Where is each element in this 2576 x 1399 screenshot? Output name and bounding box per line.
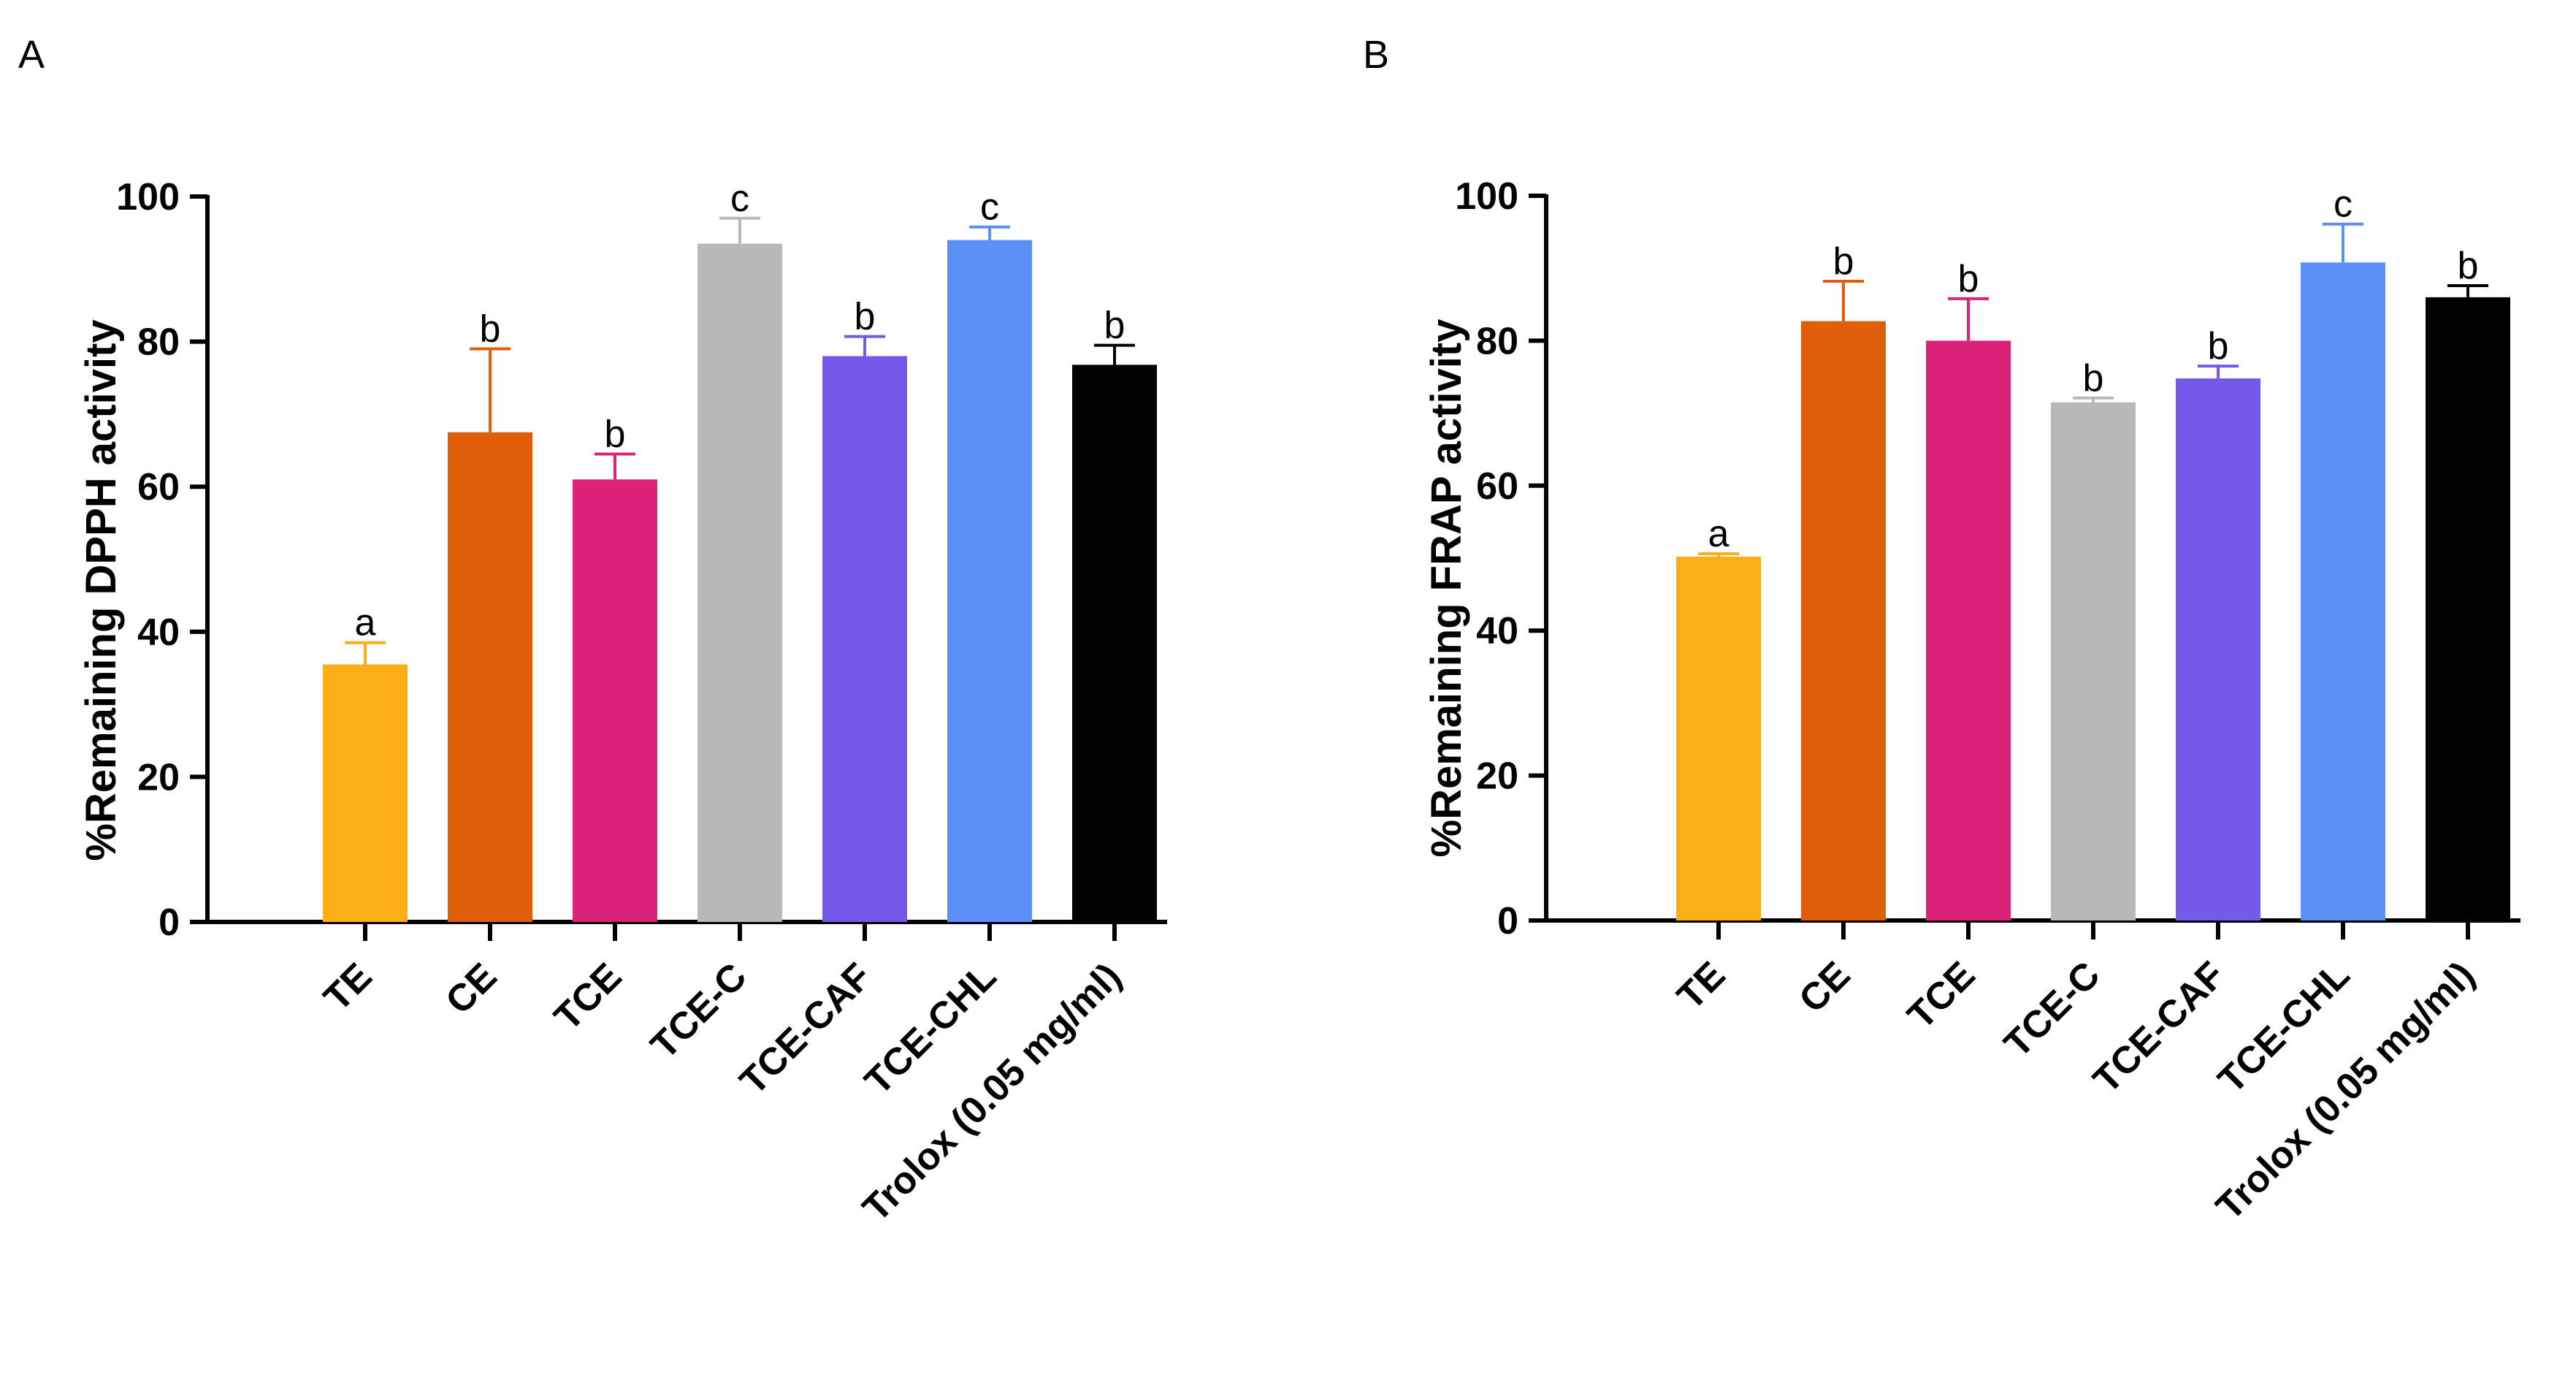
panel-a-bar — [448, 432, 532, 922]
panel-a-y-tick-label: 60 — [137, 466, 180, 508]
panel-b-significance-letter: b — [2458, 245, 2479, 287]
panel-a-bar — [822, 356, 907, 923]
panel-b-y-tick-label: 100 — [1455, 175, 1518, 218]
panel-b-bar — [2301, 262, 2385, 920]
panel-b-x-tick-label: TE — [1669, 953, 1733, 1018]
panel-a-y-tick-label: 0 — [158, 901, 180, 944]
panel-a-significance-letter: b — [480, 308, 501, 351]
panel-a-x-tick-label: TCE-C — [643, 955, 754, 1067]
panel-a-letter: A — [18, 33, 45, 77]
panel-b-letter: B — [1363, 33, 1389, 77]
panel-b: B %Remaining FRAP activity 0 20 40 60 80 100 a… — [1363, 33, 2520, 1229]
panel-b-y-tick-label: 20 — [1476, 755, 1518, 798]
panel-a-significance-letter: c — [980, 186, 999, 229]
panel-b-y-tick-label: 60 — [1476, 465, 1518, 508]
panel-a-bar — [697, 243, 782, 922]
panel-b-y-tick-label: 40 — [1476, 610, 1518, 652]
panel-a: A %Remaining DPPH activity 0 20 40 60 80 100 a… — [18, 33, 1167, 1230]
panel-b-significance-letter: b — [2208, 325, 2229, 367]
panel-b-bar — [2176, 378, 2260, 920]
panel-a-significance-letter: b — [1104, 305, 1125, 347]
panel-a-significance-letter: c — [730, 178, 749, 220]
panel-b-significance-letter: a — [1708, 513, 1730, 555]
panel-b-y-tick-label: 0 — [1497, 900, 1518, 942]
panel-b-significance-letter: b — [2083, 357, 2104, 400]
panel-a-significance-letter: b — [855, 296, 876, 338]
panel-a-x-tick-label: CE — [437, 955, 505, 1022]
panel-b-bar — [1676, 557, 1761, 920]
panel-a-y-tick-label: 100 — [116, 176, 180, 218]
panel-b-x-tick-label: TCE-CAF — [2085, 953, 2233, 1101]
panel-b-significance-letter: b — [1833, 240, 1854, 283]
panel-a-significance-letter: a — [355, 602, 376, 644]
panel-b-x-tick-label: TCE-C — [1996, 953, 2108, 1065]
panel-a-bar — [323, 664, 408, 922]
panel-a-y-tick-label: 20 — [137, 756, 180, 798]
panel-b-bar — [2426, 297, 2510, 920]
panel-b-bar — [1801, 321, 1886, 921]
panel-b-bar — [1926, 340, 2011, 920]
panel-a-bar — [947, 240, 1032, 923]
panel-a-y-axis-label: %Remaining DPPH activity — [77, 319, 125, 861]
panel-b-y-tick-label: 80 — [1476, 320, 1518, 362]
panel-b-x-tick-label: TCE — [1900, 953, 1984, 1037]
panel-a-significance-letter: b — [605, 413, 626, 456]
panel-a-y-tick-label: 80 — [137, 321, 180, 364]
panel-b-y-axis-label: %Remaining FRAP activity — [1423, 319, 1470, 857]
panel-a-bar — [573, 479, 657, 922]
panel-a-x-tick-label: TE — [316, 955, 380, 1019]
panel-a-y-tick-label: 40 — [137, 611, 180, 654]
panel-a-x-tick-label: TCE — [546, 955, 630, 1039]
panel-b-x-tick-label: CE — [1791, 953, 1858, 1021]
panel-b-bar — [2051, 402, 2136, 920]
panel-a-x-tick-label: TCE-CAF — [732, 955, 879, 1102]
panel-b-significance-letter: b — [1958, 258, 1979, 300]
panel-b-significance-letter: c — [2334, 183, 2353, 226]
panel-a-bar — [1072, 365, 1157, 923]
